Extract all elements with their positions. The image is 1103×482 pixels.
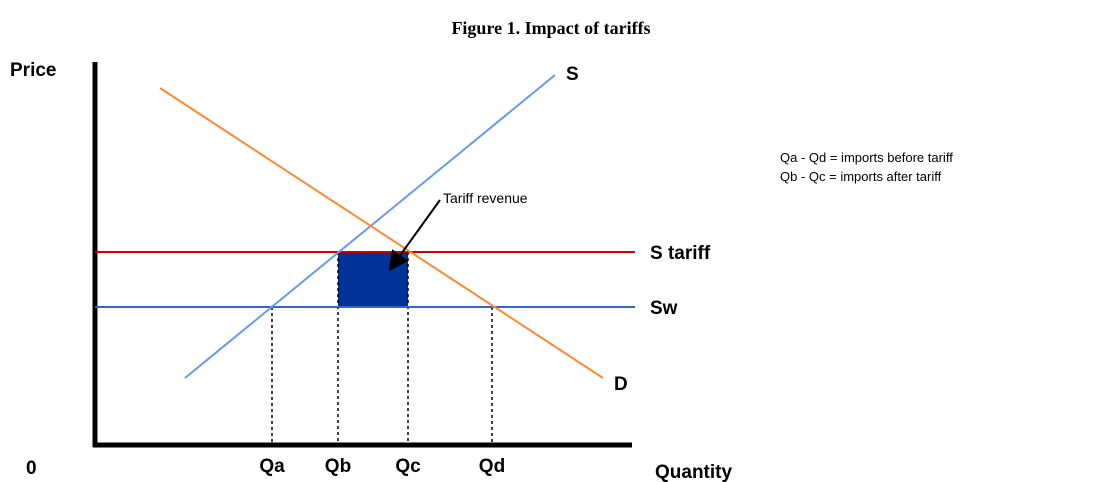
quantity-label: Qd bbox=[479, 456, 505, 477]
supply-label: S bbox=[566, 64, 579, 85]
title: Figure 1. Impact of tariffs bbox=[451, 18, 650, 38]
dotted-guides bbox=[271, 252, 493, 445]
supply-tariff-label: S tariff bbox=[650, 243, 711, 264]
quantity-label: Qa bbox=[259, 456, 285, 477]
world-supply-label: Sw bbox=[650, 298, 678, 319]
quantity-label: Qb bbox=[325, 456, 351, 477]
demand-label: D bbox=[614, 374, 628, 395]
note: Qb - Qc = imports after tariff bbox=[780, 169, 942, 184]
y-axis-label: Price bbox=[10, 60, 56, 81]
quantity-label: Qc bbox=[395, 456, 421, 477]
x-axis-label: Quantity bbox=[655, 462, 732, 482]
annotation-arrow bbox=[388, 199, 441, 272]
demand-line bbox=[159, 87, 604, 379]
note: Qa - Qd = imports before tariff bbox=[780, 150, 953, 165]
origin-label: 0 bbox=[26, 458, 37, 479]
annotation: Tariff revenue bbox=[443, 190, 528, 206]
